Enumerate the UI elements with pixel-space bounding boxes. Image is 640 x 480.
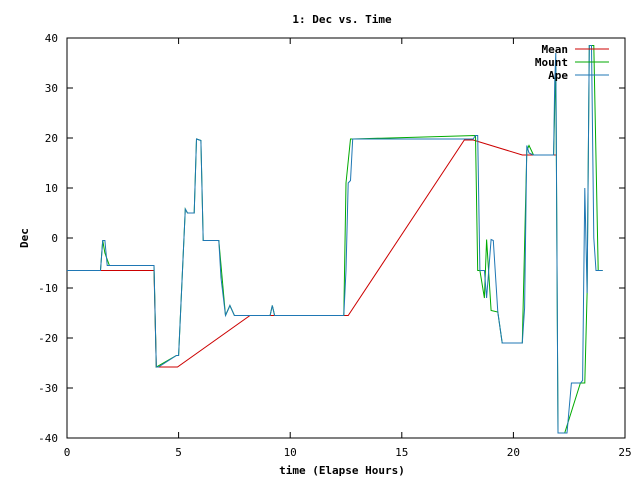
y-tick-label: -10 xyxy=(38,282,58,295)
plot-frame xyxy=(66,37,626,439)
y-tick-label: 0 xyxy=(51,232,58,245)
x-tick-label: 25 xyxy=(618,446,631,459)
plot-layer: 0 5 10 15 20 25 -40 -30 -20 -10 0 10 20 30 40 MeanMount… xyxy=(38,32,632,459)
y-tick-label: 10 xyxy=(45,182,58,195)
y-tick-label: 20 xyxy=(45,132,58,145)
x-axis-label: time (Elapse Hours) xyxy=(279,464,405,477)
x-tick-label: 5 xyxy=(175,446,182,459)
x-tick-label: 10 xyxy=(284,446,297,459)
x-tick-label: 0 xyxy=(64,446,71,459)
y-tick-label: 40 xyxy=(45,32,58,45)
y-tick-label: -30 xyxy=(38,382,58,395)
legend-label-mount: Mount xyxy=(535,56,568,69)
legend-label-mean: Mean xyxy=(542,43,569,56)
y-tick-label: 30 xyxy=(45,82,58,95)
y-axis-label: Dec xyxy=(18,228,31,248)
legend-label-ape: Ape xyxy=(548,69,568,82)
y-tick-label: -20 xyxy=(38,332,58,345)
x-tick-label: 15 xyxy=(395,446,408,459)
x-tick-label: 20 xyxy=(507,446,520,459)
series-line-mean xyxy=(67,139,556,368)
y-tick-label: -40 xyxy=(38,432,58,445)
chart-title: 1: Dec vs. Time xyxy=(292,13,392,26)
series-line-ape xyxy=(67,45,603,434)
series-line-mount xyxy=(67,45,603,434)
